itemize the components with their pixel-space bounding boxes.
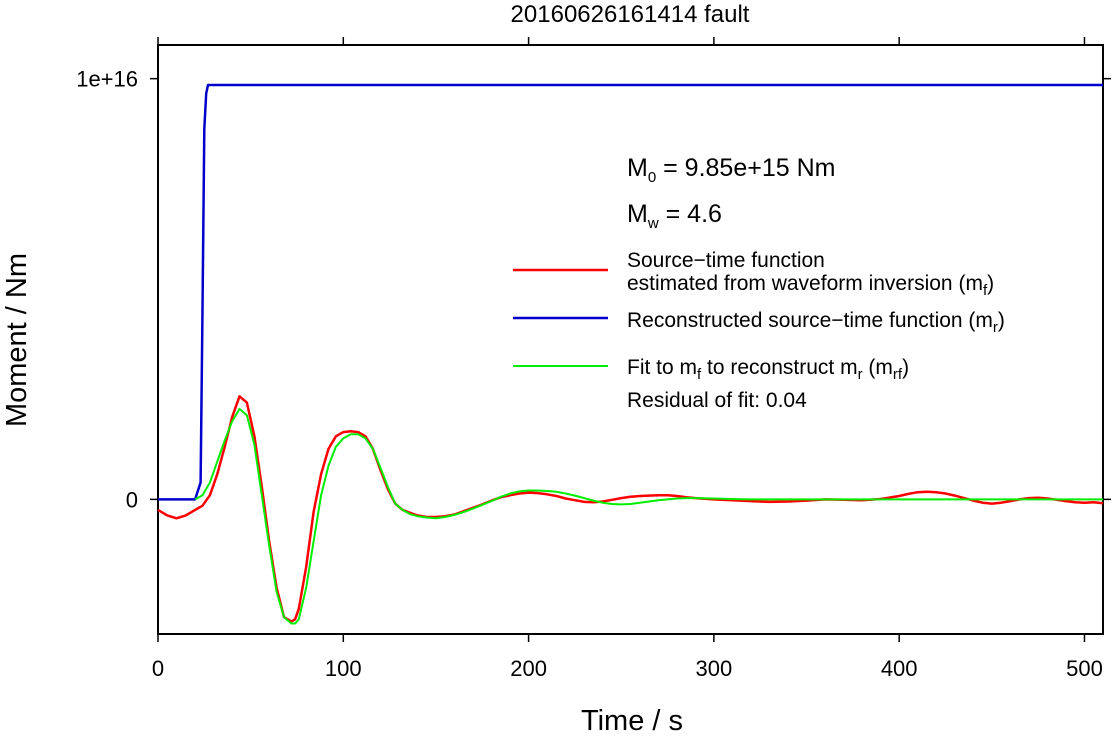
legend-label-reconstructed: Reconstructed source−time function (mr) — [627, 309, 1005, 336]
y-axis-label: Moment / Nm — [1, 253, 33, 427]
plot-frame — [157, 44, 1104, 635]
x-tick-label: 0 — [152, 656, 164, 681]
x-tick-label: 300 — [696, 656, 733, 681]
legend-label-estimated-line1: Source−time function — [627, 249, 825, 272]
series-line-fit — [194, 407, 1103, 625]
y-tick-label: 0 — [126, 487, 138, 512]
x-axis-label: Time / s — [581, 705, 683, 736]
series-group — [157, 83, 1104, 625]
x-tick-label: 400 — [881, 656, 918, 681]
y-tick-label: 1e+16 — [76, 67, 138, 92]
series-line-estimated — [157, 395, 1104, 623]
residual-annotation: Residual of fit: 0.04 — [627, 389, 807, 412]
legend-label-estimated-line2: estimated from waveform inversion (mf) — [627, 272, 994, 299]
x-tick-label: 100 — [325, 656, 362, 681]
x-tick-label: 200 — [510, 656, 547, 681]
chart-title: 20160626161414 fault — [511, 1, 750, 28]
mw-annotation: Mw = 4.6 — [627, 200, 722, 232]
axis-ticks: 0 100 200 300 400 500 0 1e+16 — [76, 37, 1111, 681]
legend: Source−time function estimated from wave… — [513, 249, 1005, 412]
legend-label-fit: Fit to mf to reconstruct mr (mrf) — [627, 356, 909, 383]
m0-annotation: M0 = 9.85e+15 Nm — [627, 154, 835, 186]
x-tick-label: 500 — [1066, 656, 1103, 681]
series-line-reconstructed — [158, 83, 1103, 501]
